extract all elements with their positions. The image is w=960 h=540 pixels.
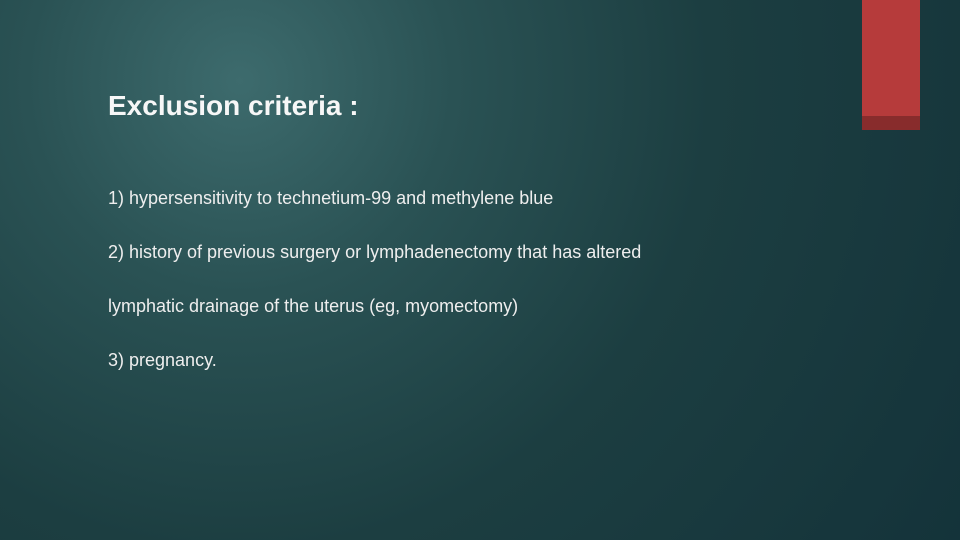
accent-bar (862, 0, 920, 130)
slide-body: 1) hypersensitivity to technetium-99 and… (108, 185, 848, 401)
body-line-2: 2) history of previous surgery or lympha… (108, 239, 848, 267)
body-line-3: lymphatic drainage of the uterus (eg, my… (108, 293, 848, 321)
slide: Exclusion criteria : 1) hypersensitivity… (0, 0, 960, 540)
body-line-1: 1) hypersensitivity to technetium-99 and… (108, 185, 848, 213)
slide-title: Exclusion criteria : (108, 90, 359, 122)
body-line-4: 3) pregnancy. (108, 347, 848, 375)
